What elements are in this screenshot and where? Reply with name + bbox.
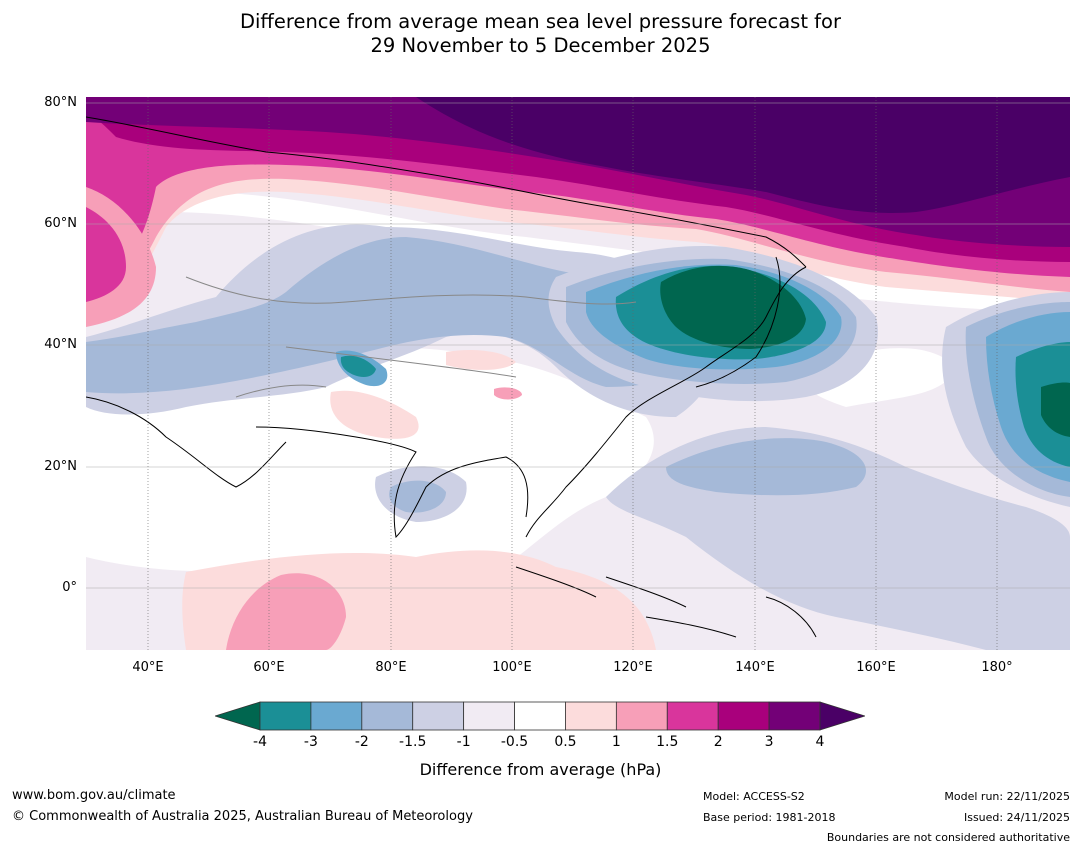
negative-anomaly-pamir-core: [340, 355, 376, 377]
lon-label-80e: 80°E: [375, 660, 407, 675]
colorbar-tick-label: 3: [764, 734, 774, 750]
colorbar-swatch: [310, 701, 363, 731]
colorbar: [213, 700, 867, 732]
coastline-maritime-continent: [515, 566, 817, 638]
pressure-anomaly-map: [86, 97, 1070, 650]
title-line-1: Difference from average mean sea level p…: [240, 10, 841, 33]
coastline-japan: [695, 256, 781, 388]
colorbar-swatch: [615, 701, 668, 731]
colorbar-tick-label: 4: [815, 734, 825, 750]
lat-label-40n: 40°N: [44, 337, 77, 352]
colorbar-tick-label: -0.5: [500, 734, 529, 750]
colorbar-tick-label: 1.5: [656, 734, 679, 750]
positive-anomaly-china-dot: [494, 387, 522, 400]
country-boundaries: [185, 276, 637, 398]
colorbar-tick-label: -1.5: [399, 734, 427, 750]
model-name: Model: ACCESS-S2: [703, 790, 805, 803]
colorbar-title: Difference from average (hPa): [419, 760, 662, 779]
colorbar-swatch-below-min: [213, 701, 261, 731]
coastline-south-asia: [255, 426, 529, 539]
colorbar-swatch: [412, 701, 465, 731]
negative-anomaly-central-asia-mid: [86, 237, 696, 394]
colorbar-tick-label: 1: [611, 734, 621, 750]
base-period: Base period: 1981-2018: [703, 811, 836, 824]
lon-label-180: 180°: [981, 660, 1013, 675]
colorbar-swatch: [259, 701, 312, 731]
colorbar-tick-label: -2: [354, 734, 369, 750]
colorbar-swatch: [768, 701, 821, 731]
longitude-gridlines: [147, 97, 998, 650]
colorbar-tick-label: 2: [713, 734, 723, 750]
lon-label-120e: 120°E: [613, 660, 653, 675]
map-canvas: [86, 97, 1070, 650]
lat-label-20n: 20°N: [44, 459, 77, 474]
positive-anomaly-western-lobe-inner: [86, 207, 126, 302]
colorbar-swatch: [514, 701, 566, 731]
negative-anomaly-india-inner: [389, 480, 446, 513]
colorbar-swatch: [565, 701, 617, 731]
lon-label-160e: 160°E: [856, 660, 896, 675]
colorbar-tick-label: -1: [456, 734, 471, 750]
boundaries-disclaimer: Boundaries are not considered authoritat…: [826, 831, 1070, 844]
positive-anomaly-tibet: [330, 390, 419, 439]
positive-anomaly-extreme-high-latitude: [416, 97, 1070, 213]
latitude-gridlines: [86, 102, 1070, 589]
lat-label-equator: 0°: [62, 580, 77, 595]
coastline-east-asia: [525, 266, 807, 538]
lat-label-80n: 80°N: [44, 95, 77, 110]
colorbar-tick-label: 0.5: [554, 734, 577, 750]
lon-label-140e: 140°E: [735, 660, 775, 675]
issued-date: Issued: 24/11/2025: [963, 811, 1070, 824]
negative-anomaly-east-asia-core: [660, 265, 806, 349]
title-line-2: 29 November to 5 December 2025: [370, 34, 711, 57]
lon-label-40e: 40°E: [132, 660, 164, 675]
positive-anomaly-1.5-southern-tropics: [226, 573, 346, 650]
coastline-arabia: [86, 396, 287, 488]
negative-anomaly-north-pacific-core: [1041, 382, 1070, 437]
model-run-date: Model run: 22/11/2025: [944, 790, 1070, 803]
lon-label-100e: 100°E: [492, 660, 532, 675]
copyright-text: © Commonwealth of Australia 2025, Austra…: [12, 809, 473, 824]
colorbar-tick-label: -4: [253, 734, 267, 750]
lat-label-60n: 60°N: [44, 216, 77, 231]
positive-anomaly-china-small: [446, 350, 516, 370]
colorbar-tick-label: -3: [303, 734, 318, 750]
lon-label-60e: 60°E: [253, 660, 285, 675]
colorbar-swatch: [361, 701, 414, 731]
colorbar-swatches: [213, 701, 867, 731]
colorbar-swatch: [717, 701, 770, 731]
colorbar-swatch: [463, 701, 515, 731]
coastline-eurasia: [86, 116, 807, 268]
neutral-band-north: [166, 191, 1070, 312]
chart-title: Difference from average mean sea level p…: [0, 10, 1081, 58]
colorbar-swatch-above-max: [819, 701, 867, 731]
website-link[interactable]: www.bom.gov.au/climate: [12, 788, 176, 803]
colorbar-swatch: [666, 701, 719, 731]
